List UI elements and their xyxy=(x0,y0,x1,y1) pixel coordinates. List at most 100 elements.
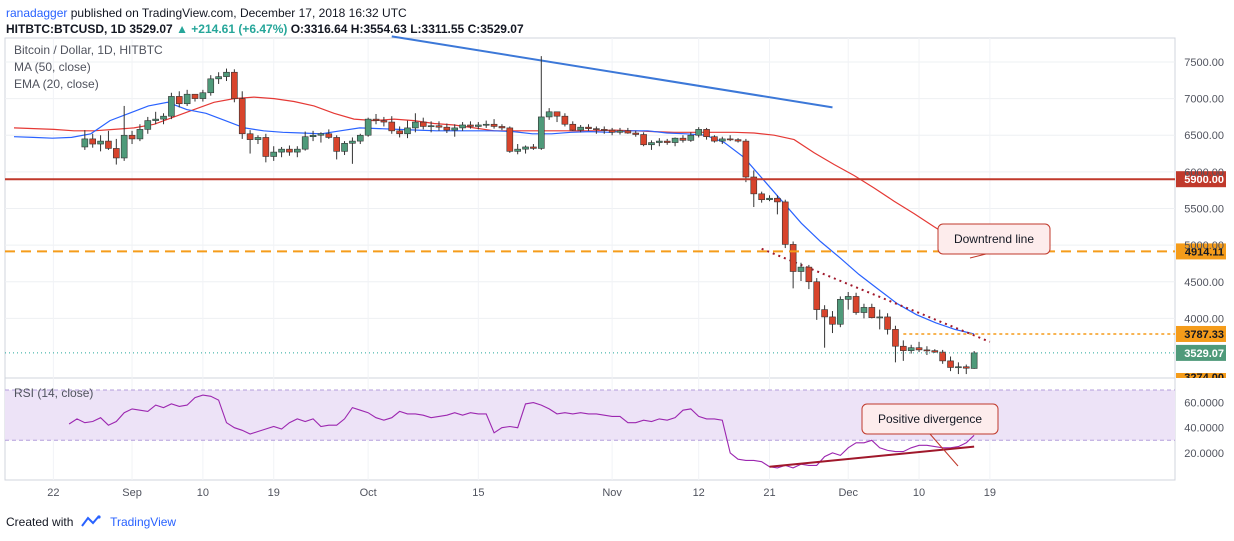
candle xyxy=(695,127,702,138)
candle xyxy=(183,89,191,106)
candle-body xyxy=(931,350,939,353)
candle-body xyxy=(789,244,797,272)
candle-body xyxy=(726,138,734,141)
candle xyxy=(970,351,978,369)
candle-body xyxy=(837,299,844,325)
candle xyxy=(514,144,521,155)
candle xyxy=(687,132,695,142)
candle-body xyxy=(553,111,561,117)
created-with-text: Created with xyxy=(6,515,74,529)
candle xyxy=(844,292,852,310)
candle-body xyxy=(349,140,356,144)
candle xyxy=(396,126,403,138)
candle-body xyxy=(530,146,537,149)
candle-body xyxy=(695,129,702,136)
candle-body xyxy=(718,138,726,142)
time-tick-label: 12 xyxy=(693,487,705,499)
candle xyxy=(805,264,813,290)
candle xyxy=(624,127,632,134)
footer: Created with TradingView xyxy=(6,515,176,529)
candle-body xyxy=(632,132,640,135)
candle-body xyxy=(443,126,451,131)
candle xyxy=(561,113,569,127)
candle-body xyxy=(490,123,498,127)
candle xyxy=(522,145,529,154)
candle xyxy=(120,105,128,161)
candle xyxy=(962,364,970,375)
candle xyxy=(81,130,89,150)
candle xyxy=(270,146,278,161)
candle-body xyxy=(262,137,270,157)
candle-body xyxy=(435,125,443,128)
divergence-annotation: Positive divergence xyxy=(878,412,982,426)
candle-body xyxy=(844,296,852,300)
candle xyxy=(718,136,726,145)
candle-body xyxy=(608,129,616,133)
candle-body xyxy=(152,118,159,121)
candle xyxy=(467,121,474,129)
candle-body xyxy=(656,140,663,143)
rsi-tick-label: 20.0000 xyxy=(1184,448,1224,460)
candle xyxy=(758,191,765,203)
candle-body xyxy=(325,133,333,138)
rsi-band xyxy=(5,390,1175,441)
level-tag-label: 3787.33 xyxy=(1184,329,1224,341)
tradingview-brand-link[interactable]: TradingView xyxy=(110,515,177,529)
candle xyxy=(490,119,498,129)
candle-body xyxy=(309,134,317,138)
candle xyxy=(231,69,238,103)
candle-body xyxy=(427,125,435,128)
candle-body xyxy=(246,133,254,140)
candle xyxy=(750,170,758,208)
time-tick-label: 21 xyxy=(763,487,775,499)
time-tick-label: Nov xyxy=(602,487,622,499)
candle xyxy=(341,141,348,156)
candle-body xyxy=(286,148,293,153)
candle xyxy=(152,111,159,125)
candle-body xyxy=(679,137,687,141)
candle-body xyxy=(813,281,821,310)
time-tick-label: Sep xyxy=(122,487,142,499)
time-tick-label: Oct xyxy=(360,487,377,499)
close-label: C: xyxy=(467,22,481,36)
candle xyxy=(742,138,750,183)
rsi-legend: RSI (14, close) xyxy=(14,386,93,400)
candle-body xyxy=(372,118,380,121)
candle-body xyxy=(703,129,710,138)
candle-body xyxy=(207,78,215,94)
candle xyxy=(530,144,537,150)
downtrend-line xyxy=(761,247,991,343)
candle xyxy=(821,305,828,348)
candle xyxy=(876,309,884,330)
candle xyxy=(380,116,388,127)
candle xyxy=(656,138,663,147)
grid xyxy=(5,38,1175,480)
candle xyxy=(813,278,821,320)
price-value: 3529.07 xyxy=(129,22,173,36)
candle-body xyxy=(616,130,624,133)
candle-body xyxy=(467,124,474,127)
candle xyxy=(703,127,710,140)
author-link[interactable]: ranadagger xyxy=(6,6,68,20)
candle xyxy=(349,137,356,164)
time-tick-label: 10 xyxy=(197,487,209,499)
publish-info: ranadagger published on TradingView.com,… xyxy=(6,6,407,20)
candle-body xyxy=(923,349,931,352)
price-tick-label: 5000.00 xyxy=(1184,240,1224,252)
time-tick-label: Dec xyxy=(838,487,858,499)
candle-body xyxy=(419,121,427,127)
candle-body xyxy=(892,329,899,347)
candle-body xyxy=(514,148,521,152)
candle xyxy=(553,111,561,123)
candle-body xyxy=(758,193,765,201)
candle xyxy=(459,122,466,131)
candle xyxy=(168,92,175,120)
low-value: 3311.55 xyxy=(421,22,465,36)
candle-body xyxy=(561,115,569,125)
candle-body xyxy=(175,96,183,105)
candle-body xyxy=(545,111,553,118)
level-tag xyxy=(1176,171,1226,188)
candle xyxy=(175,91,183,108)
candle-body xyxy=(356,134,364,142)
